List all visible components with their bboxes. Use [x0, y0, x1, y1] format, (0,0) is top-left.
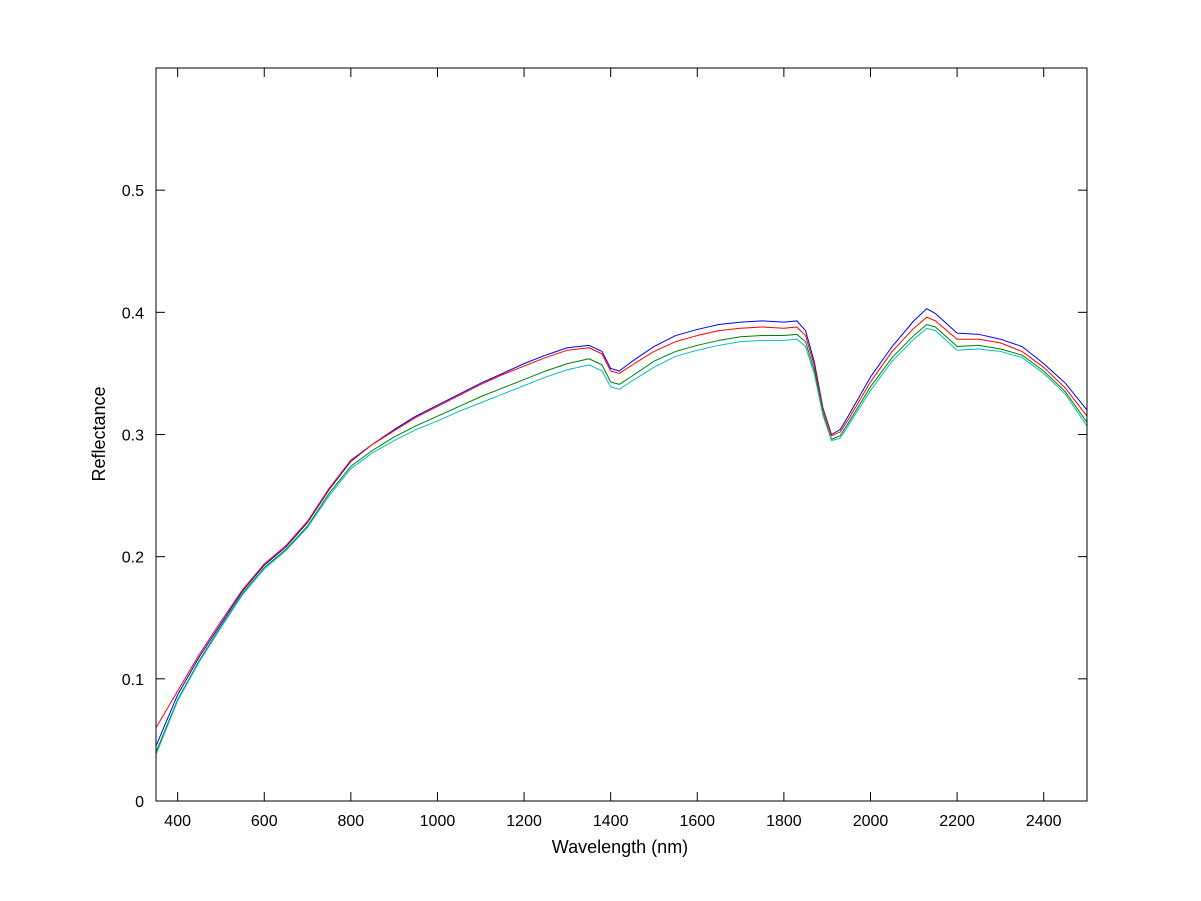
x-axis-label: Wavelength (nm) — [552, 837, 688, 857]
y-tick-label: 0.3 — [122, 428, 144, 445]
series-layer — [155, 308, 1088, 755]
y-tick-label: 0 — [135, 794, 144, 811]
plot-frame — [155, 67, 1088, 802]
x-tick-label: 1800 — [766, 813, 802, 830]
x-tick-label: 800 — [338, 813, 365, 830]
x-tick-label: 1600 — [679, 813, 715, 830]
x-tick-label: 2000 — [853, 813, 889, 830]
x-tick-label: 1400 — [593, 813, 629, 830]
series-line-4 — [155, 327, 1088, 755]
y-tick-label: 0.5 — [122, 183, 144, 200]
x-tick-label: 2400 — [1026, 813, 1062, 830]
series-line-3 — [155, 324, 1088, 753]
y-tick-label: 0.4 — [122, 305, 144, 322]
axes-layer: 400 600 800 1000 1200 1400 1600 1800 2000 2200 240… — [122, 67, 1088, 830]
x-tick-label: 600 — [251, 813, 278, 830]
x-tick-label: 1000 — [420, 813, 456, 830]
y-axis-label: Reflectance — [89, 386, 109, 481]
y-tick-label: 0.2 — [122, 550, 144, 567]
x-tick-label: 2200 — [939, 813, 975, 830]
y-tick-label: 0.1 — [122, 672, 144, 689]
series-line-1 — [155, 308, 1088, 747]
series-line-2 — [155, 316, 1088, 728]
x-tick-label: 400 — [164, 813, 191, 830]
x-tick-label: 1200 — [506, 813, 542, 830]
